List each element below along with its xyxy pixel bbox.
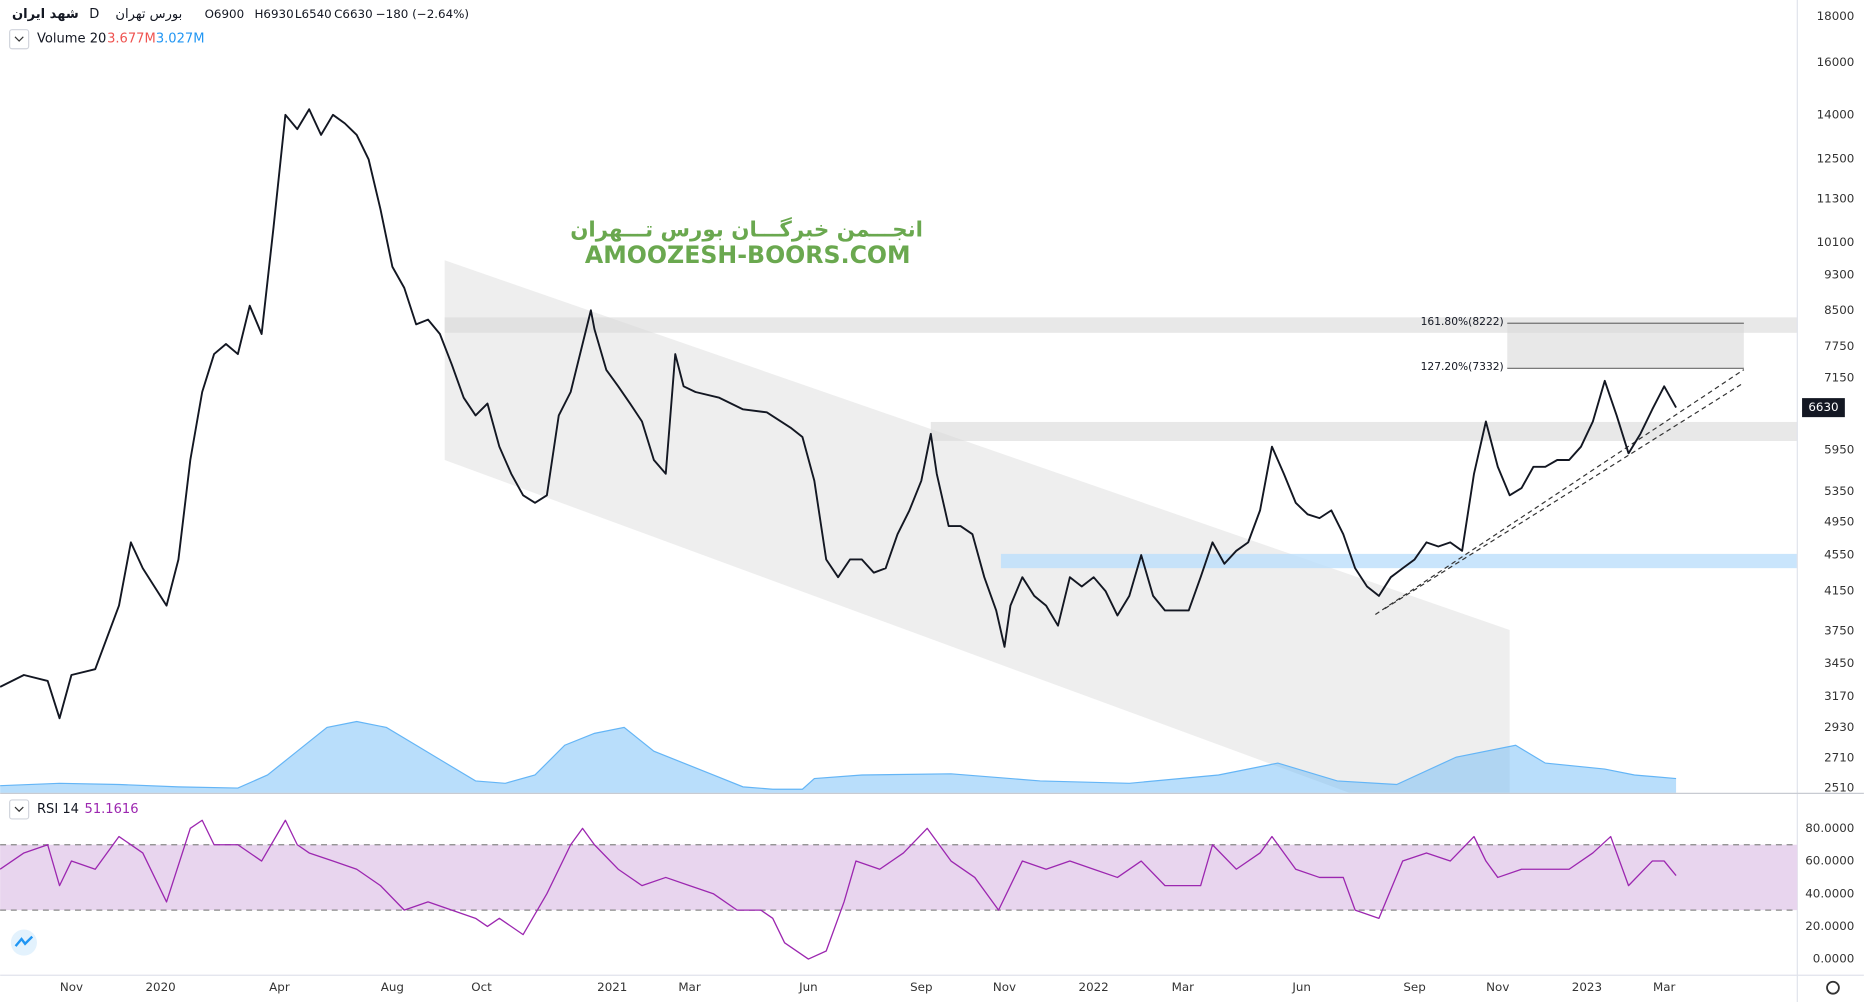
collapse-button[interactable]	[9, 799, 30, 820]
x-tick-label: Jun	[798, 980, 818, 994]
support-zone	[1000, 553, 1798, 569]
y-tick-label: 3450	[1824, 656, 1854, 670]
x-tick-label: 2021	[597, 980, 627, 994]
x-tick-label: 2023	[1572, 980, 1602, 994]
trend-line	[1375, 369, 1745, 616]
y-tick-label: 12500	[1817, 152, 1855, 166]
y-tick-label: 18000	[1817, 9, 1855, 23]
x-tick-label: Nov	[993, 980, 1016, 994]
change: −180 (−2.64%)	[376, 7, 469, 21]
exchange: بورس تهران	[115, 7, 182, 22]
watermark-persian: انجـــمن خبرگـــان بورس تـــهران	[570, 217, 923, 243]
x-tick-label: Sep	[1403, 980, 1425, 994]
y-tick-label: 9300	[1824, 268, 1854, 282]
x-tick-label: Nov	[1486, 980, 1509, 994]
plot: 2510 2710 2930 3170 3450 3750 4150 4550 4950 5350…	[0, 9, 1854, 994]
x-tick-label: Mar	[1653, 980, 1676, 994]
volume-area	[0, 721, 1677, 793]
y-tick-label: 60.0000	[1805, 854, 1854, 868]
rsi-value: 51.1616	[85, 802, 139, 817]
collapse-button[interactable]	[9, 29, 30, 50]
chevron	[14, 36, 24, 42]
x-tick-label: Aug	[381, 980, 404, 994]
fib-label: 161.80%(8222)	[1421, 315, 1504, 328]
resistance-zone	[444, 317, 1798, 333]
y-tick-label: 10100	[1817, 235, 1855, 249]
y-tick-label: 20.0000	[1805, 919, 1854, 933]
rsi-band	[0, 844, 1798, 911]
y-tick-label: 2510	[1824, 781, 1854, 795]
x-tick-label: Nov	[60, 980, 83, 994]
watermark-latin: AMOOZESH-BOORS.COM	[585, 241, 911, 269]
y-tick-label: 8500	[1824, 303, 1854, 317]
trend-line	[1384, 382, 1745, 610]
drawings	[444, 260, 1798, 793]
low: L6540	[295, 7, 332, 21]
fib-zone	[1507, 323, 1744, 369]
x-tick-label: 2020	[145, 980, 175, 994]
y-tick-label: 80.0000	[1805, 821, 1854, 835]
y-tick-label: 40.0000	[1805, 886, 1854, 900]
x-tick-label: Jun	[1291, 980, 1311, 994]
rsi-title: RSI 14	[37, 802, 79, 817]
x-tick-label: 2022	[1079, 980, 1109, 994]
last-price: 6630	[1808, 400, 1838, 414]
y-tick-label: 11300	[1817, 191, 1855, 205]
close: C6630	[334, 7, 373, 21]
y-tick-label: 4550	[1824, 548, 1854, 562]
y-tick-label: 4950	[1824, 515, 1854, 529]
x-tick-label: Apr	[269, 980, 290, 994]
price-line	[0, 819, 1677, 960]
y-tick-label: 7750	[1824, 339, 1854, 353]
x-tick-label: Mar	[678, 980, 701, 994]
fib-label: 127.20%(7332)	[1421, 360, 1504, 373]
y-tick-label: 3750	[1824, 623, 1854, 637]
x-tick-label: Mar	[1172, 980, 1195, 994]
x-tick-label: Sep	[910, 980, 932, 994]
volume-value: 3.677M	[107, 32, 156, 47]
resistance-zone	[930, 421, 1798, 441]
y-tick-label: 0.0000	[1813, 952, 1855, 966]
y-tick-label: 16000	[1817, 55, 1855, 69]
y-tick-label: 5950	[1824, 443, 1854, 457]
x-tick-label: Oct	[471, 980, 492, 994]
channel	[444, 260, 1510, 793]
volume-name: Volume 20	[37, 32, 106, 47]
y-tick-label: 2710	[1824, 751, 1854, 765]
chevron	[14, 806, 24, 813]
last-price-box	[1802, 398, 1845, 418]
y-tick-label: 14000	[1817, 107, 1855, 121]
volume-average: 3.027M	[156, 32, 205, 47]
volume-line	[0, 720, 1677, 790]
y-tick-label: 3170	[1824, 689, 1854, 703]
logo-mark	[14, 935, 34, 947]
symbol: شهد ایران	[12, 7, 79, 22]
price-line	[0, 108, 1677, 720]
y-tick-label: 7150	[1824, 371, 1854, 385]
y-tick-label: 5350	[1824, 484, 1854, 498]
interval: D	[89, 7, 99, 22]
y-tick-label: 4150	[1824, 584, 1854, 598]
settings-button[interactable]	[1826, 980, 1840, 995]
high: H6930	[254, 7, 293, 21]
open: O6900	[205, 7, 245, 21]
y-tick-label: 2930	[1824, 720, 1854, 734]
